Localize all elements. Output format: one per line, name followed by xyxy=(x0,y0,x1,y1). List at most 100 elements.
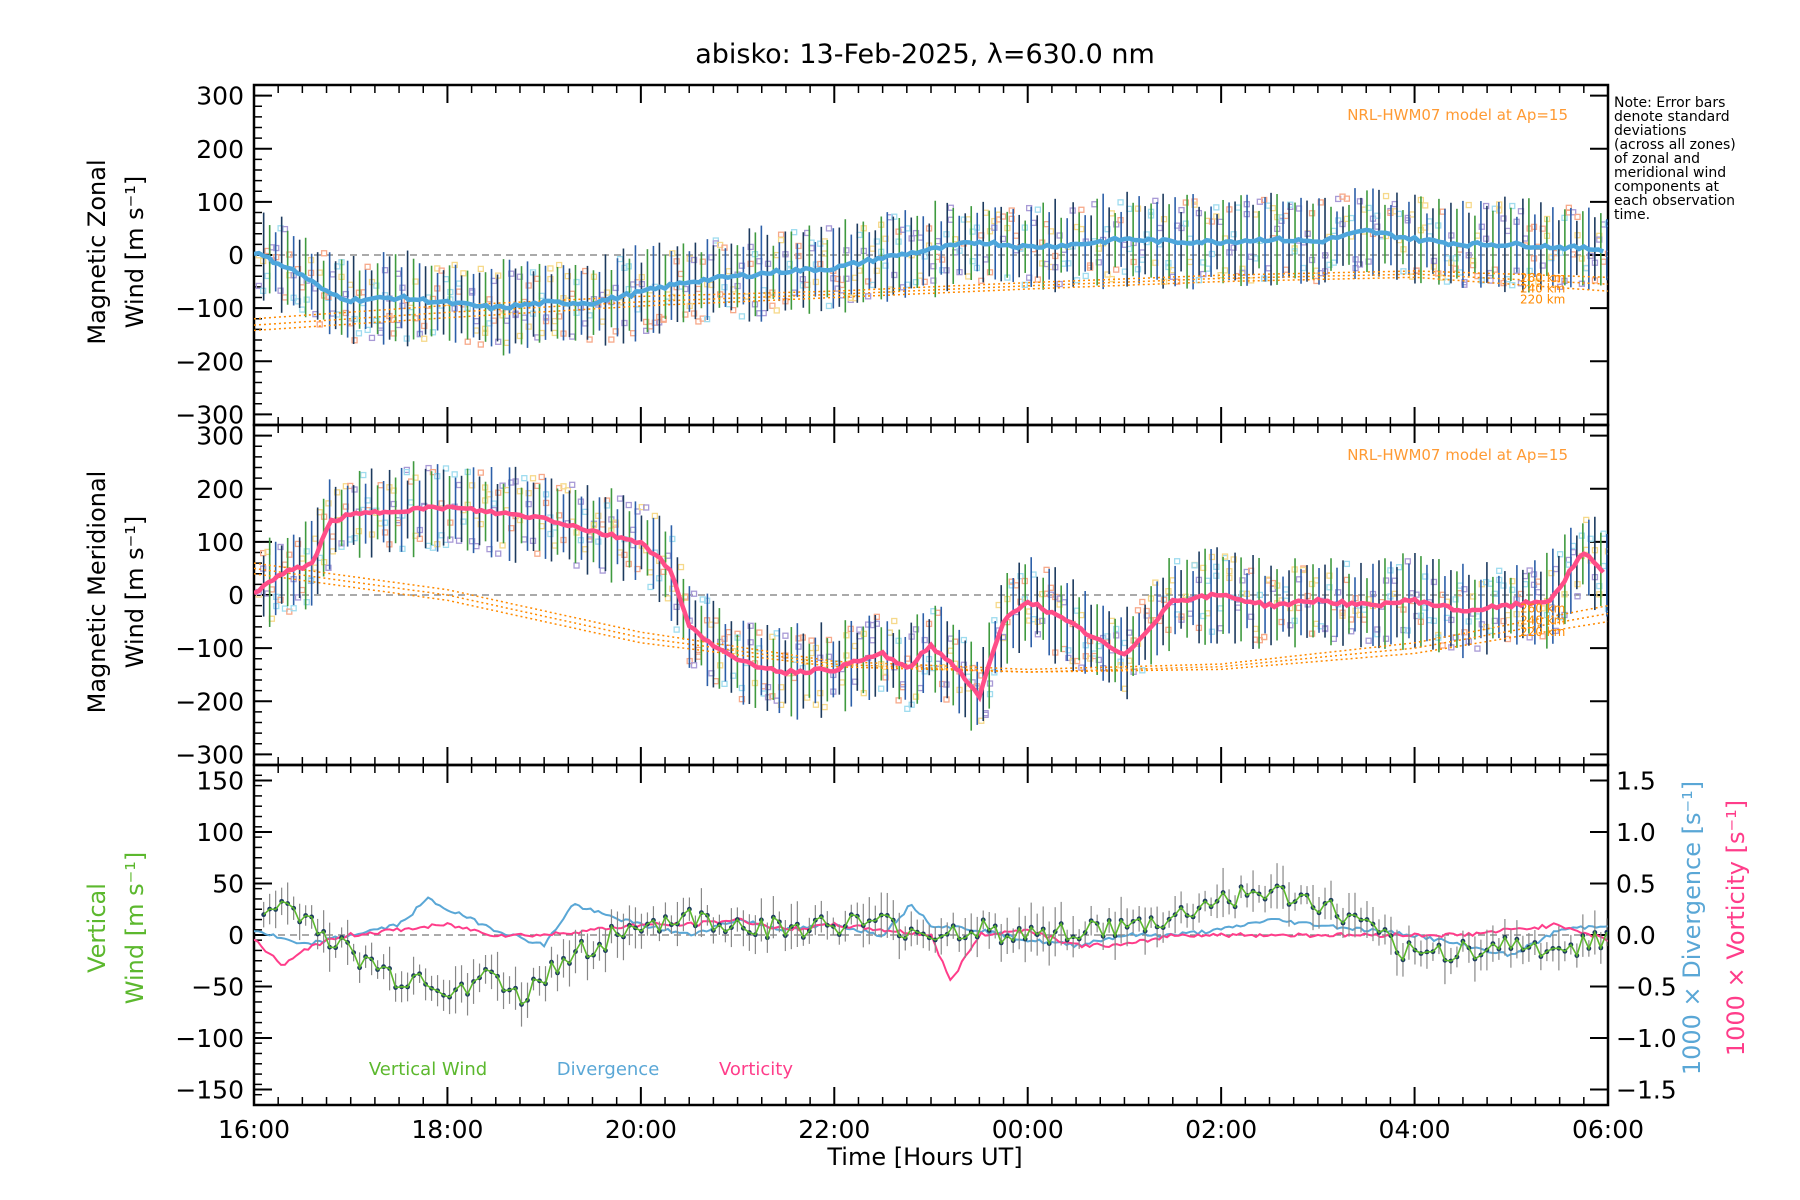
zonal-zone-point xyxy=(381,267,389,274)
zonal-zone-point xyxy=(351,315,358,323)
zonal-zone-point xyxy=(1095,245,1102,252)
meridional-zone-point xyxy=(690,662,698,669)
legend-divergence: Divergence xyxy=(557,1059,660,1080)
meridional-zone-point xyxy=(1113,632,1120,639)
zonal-zone-point xyxy=(1578,280,1586,287)
zonal-zone-point xyxy=(721,244,728,251)
zonal-zone-point xyxy=(1182,199,1189,206)
zonal-zone-point xyxy=(364,326,371,334)
meridional-zone-point xyxy=(360,471,367,479)
meridional-zone-point xyxy=(843,652,850,659)
zonal-zone-point xyxy=(299,284,306,291)
zonal-zone-point xyxy=(912,278,920,286)
zonal-zone-point xyxy=(1078,206,1085,213)
meridional-zone-point xyxy=(651,512,659,520)
zonal-zone-point xyxy=(599,318,606,325)
note-line: Note: Error bars xyxy=(1614,95,1726,111)
x-tick-label: 16:00 xyxy=(218,1115,290,1144)
meridional-zone-point xyxy=(1208,553,1216,561)
meridional-zone-point xyxy=(1095,642,1102,650)
note-line: (across all zones) xyxy=(1614,137,1736,153)
x-tick-label: 04:00 xyxy=(1379,1115,1451,1144)
vertical-y2tick-label: −1.5 xyxy=(1616,1076,1677,1105)
zonal-zone-point xyxy=(1474,272,1481,280)
zonal-zone-point xyxy=(1008,215,1015,222)
zonal-zone-point xyxy=(1578,255,1586,262)
meridional-zone-point xyxy=(521,536,528,543)
zonal-zone-point xyxy=(1182,220,1189,227)
zonal-zone-point xyxy=(368,334,376,342)
zonal-zone-point xyxy=(555,261,563,269)
note-line: components at xyxy=(1614,179,1720,195)
zonal-zone-point xyxy=(669,250,676,257)
meridional-zone-point xyxy=(808,637,815,644)
meridional-zone-point xyxy=(843,632,850,639)
zonal-zone-point xyxy=(1034,206,1042,213)
zonal-zone-point xyxy=(1008,207,1015,214)
zonal-model-240km xyxy=(254,273,1608,326)
meridional-zone-point xyxy=(294,594,302,601)
meridional-zone-point xyxy=(555,512,563,519)
zonal-zone-point xyxy=(912,229,920,237)
zonal-zone-point xyxy=(1452,265,1459,272)
zonal-zone-point xyxy=(1600,258,1607,265)
zonal-zone-point xyxy=(1596,236,1603,243)
meridional-zone-point xyxy=(495,550,502,557)
zonal-zone-point xyxy=(834,285,841,292)
zonal-zone-point xyxy=(1152,197,1159,204)
zonal-zone-point xyxy=(421,322,428,330)
meridional-zone-point xyxy=(325,500,332,507)
zonal-zone-point xyxy=(1191,198,1198,205)
meridional-zone-point xyxy=(695,653,702,660)
zonal-zone-point xyxy=(555,313,563,320)
vertical-y2tick-label: 1.5 xyxy=(1616,766,1656,795)
zonal-zone-point xyxy=(1374,212,1381,219)
meridional-zone-point xyxy=(1382,635,1390,642)
vertical-ylabel-line2: Wind [m s⁻¹] xyxy=(121,852,149,1004)
zonal-zone-point xyxy=(1095,259,1102,266)
zonal-zone-point xyxy=(969,228,976,235)
zonal-zone-point xyxy=(643,318,650,326)
meridional-zone-point xyxy=(1308,580,1316,588)
zonal-zone-point xyxy=(1604,250,1608,257)
zonal-zone-point xyxy=(1287,201,1294,208)
zonal-zone-point xyxy=(255,282,262,290)
meridional-zone-point xyxy=(468,538,476,545)
meridional-zone-point xyxy=(429,544,437,551)
meridional-zone-point xyxy=(1287,622,1294,629)
meridional-zone-point xyxy=(1221,553,1229,560)
zonal-zone-point xyxy=(473,327,480,334)
note-text: Note: Error bars denote standard deviati… xyxy=(1614,96,1784,222)
meridional-zone-point xyxy=(1343,560,1351,568)
meridional-zone-point xyxy=(429,468,437,476)
meridional-zone-point xyxy=(573,562,580,569)
zonal-zone-point xyxy=(1604,220,1608,227)
zonal-zone-point xyxy=(477,265,484,273)
zonal-zone-point xyxy=(660,316,667,323)
zonal-zone-point xyxy=(1230,231,1237,238)
zonal-zone-point xyxy=(969,258,976,265)
meridional-zone-point xyxy=(1326,584,1333,591)
zonal-zone-point xyxy=(1478,223,1485,230)
right-ylabels: 1000 × Divergence [s⁻¹] 1000 × Vorticity… xyxy=(1678,781,1750,1075)
zonal-zone-point xyxy=(1365,204,1372,212)
meridional-plot-area xyxy=(254,461,1608,731)
meridional-zone-point xyxy=(856,626,863,633)
meridional-zone-point xyxy=(1548,569,1555,577)
zonal-model-220km xyxy=(254,276,1608,332)
meridional-zone-point xyxy=(616,495,624,502)
zonal-zone-point xyxy=(1509,202,1516,210)
meridional-zone-point xyxy=(551,542,558,549)
meridional-zone-point xyxy=(1574,593,1581,600)
meridional-ytick-label: 300 xyxy=(196,422,244,451)
meridional-zone-point xyxy=(917,684,924,692)
vertical-ytick-label: 150 xyxy=(196,766,244,795)
zonal-zone-point xyxy=(564,272,571,280)
meridional-zone-point xyxy=(721,635,728,642)
zonal-zone-point xyxy=(503,317,511,324)
zonal-model-height-label: 240 km xyxy=(1520,282,1565,296)
zonal-ytick-label: −300 xyxy=(175,400,244,429)
meridional-zone-point xyxy=(1596,591,1603,598)
meridional-zone-point xyxy=(525,490,532,497)
meridional-model-240km xyxy=(254,567,1608,673)
